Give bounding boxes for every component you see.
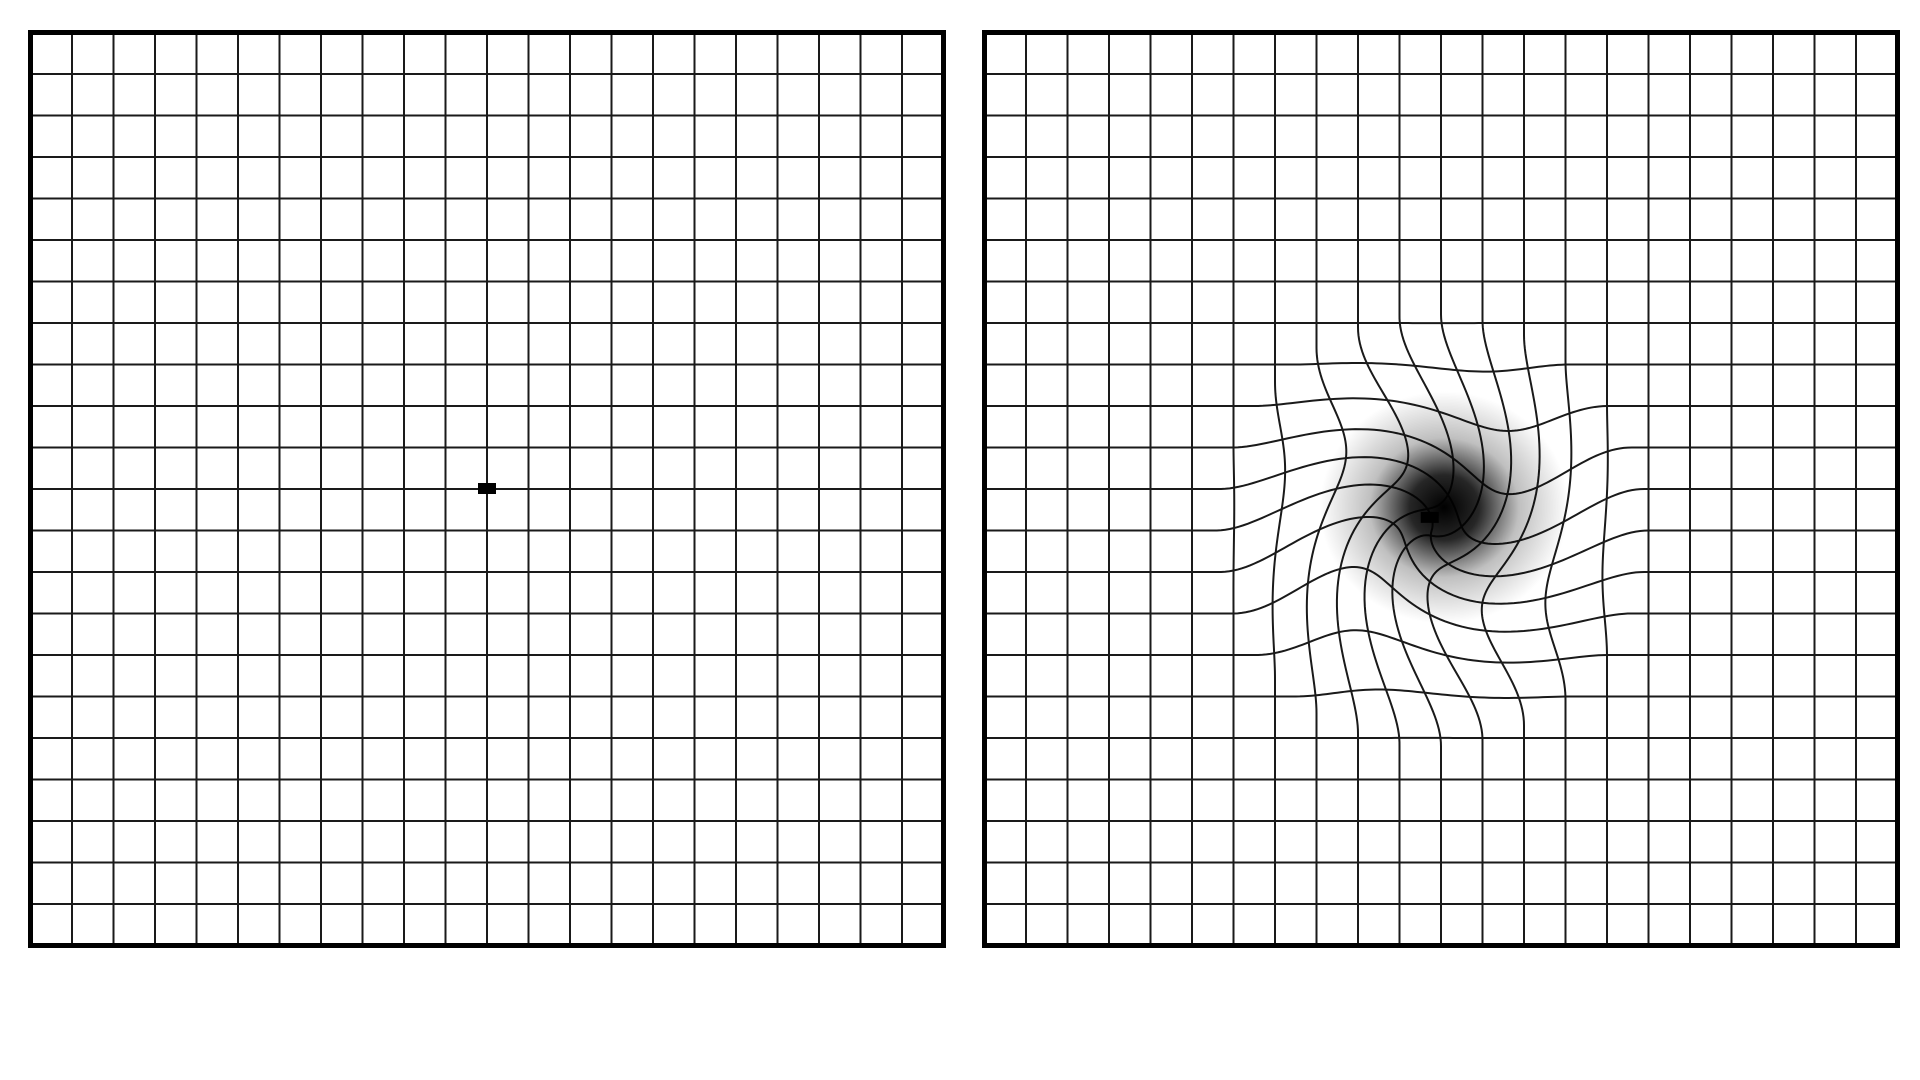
dark-central-spot (1319, 391, 1569, 624)
grid-lines (984, 32, 1898, 946)
grid-line-vertical (1232, 32, 1236, 946)
distorted-grid-svg (982, 30, 1900, 948)
grid-line-horizontal (984, 361, 1898, 373)
fixation-dot (478, 483, 496, 494)
normal-amsler-grid (28, 30, 946, 948)
grid-line-horizontal (984, 688, 1898, 699)
normal-grid-svg (28, 30, 946, 948)
grid-border (982, 30, 1900, 948)
fixation-dot (1420, 511, 1439, 523)
distorted-amsler-grid (982, 30, 1900, 948)
grid-line-horizontal (984, 629, 1898, 664)
grid-border (28, 30, 946, 948)
